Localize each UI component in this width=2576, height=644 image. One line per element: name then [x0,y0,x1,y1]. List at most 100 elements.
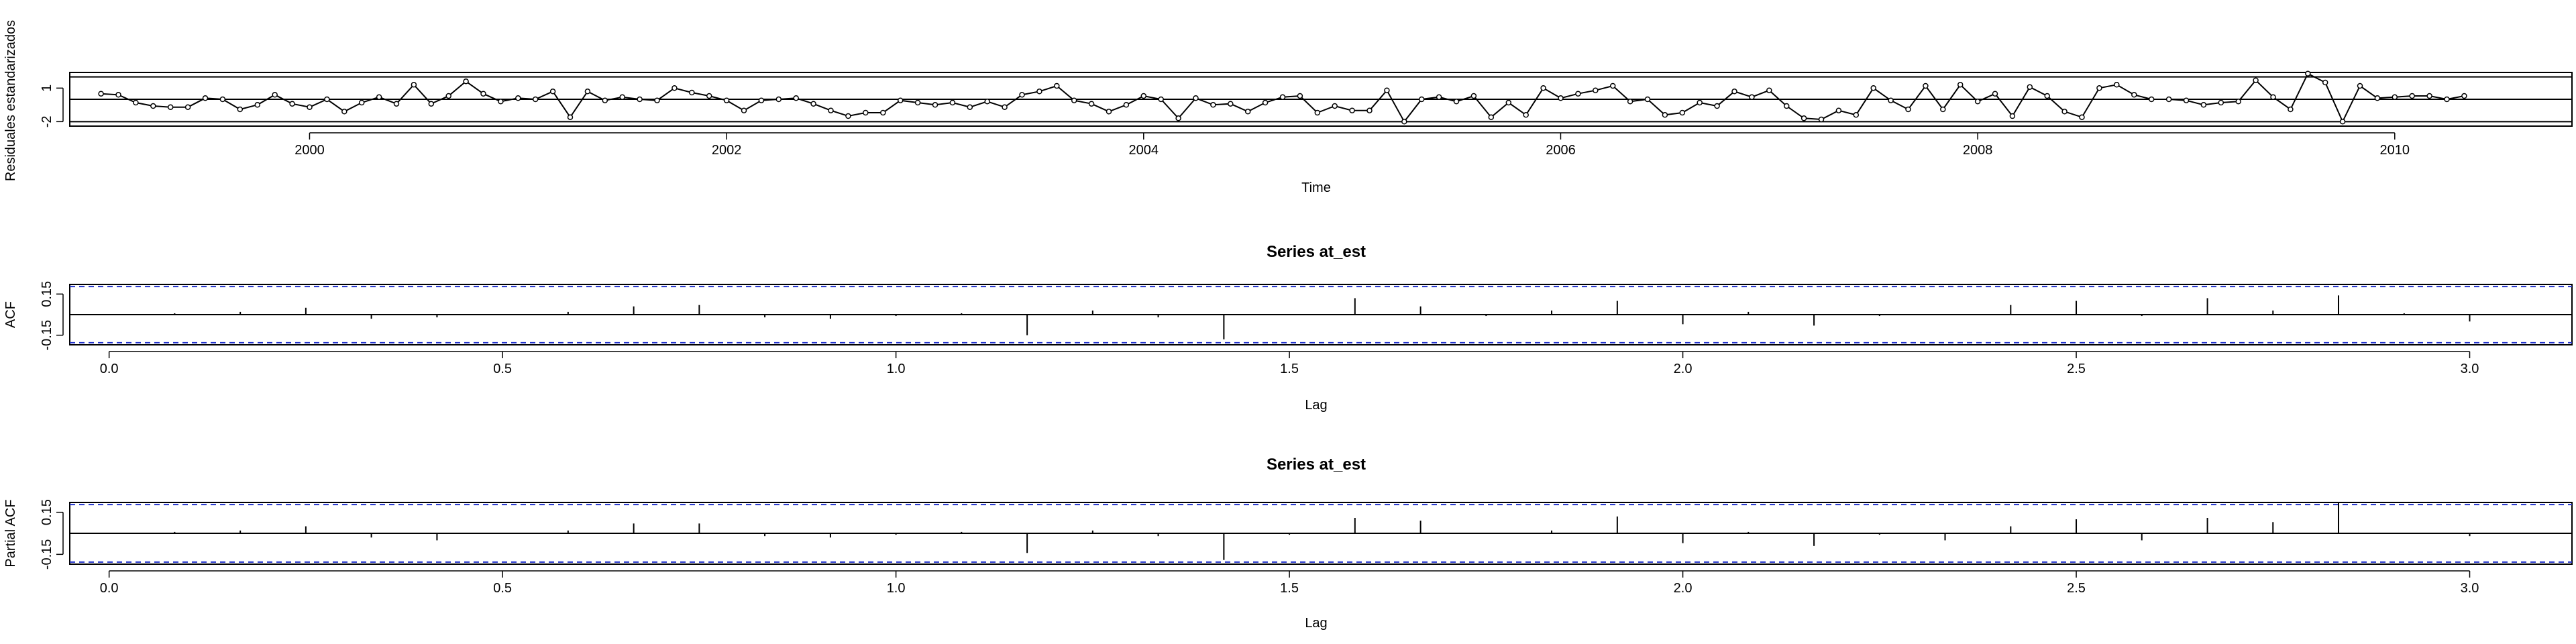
residuals-point [2322,79,2328,86]
residuals-point [567,114,574,120]
residuals-point [324,96,330,103]
pacf-x-tick-label: 1.0 [887,581,906,596]
residuals-point [672,85,678,91]
residuals-point [202,95,209,101]
acf-confidence-bounds [70,286,2572,343]
residuals-point [1401,119,1407,125]
residuals-point [184,104,191,110]
residuals-point [1019,92,1025,98]
residuals-point [1418,96,1425,103]
residuals-y-tick-label: 1 [40,85,54,92]
residuals-point [1627,99,1633,105]
residuals-point [828,107,834,113]
residuals-reference-lines [70,76,2572,123]
residuals-point [549,89,556,95]
residuals-point [2114,82,2120,88]
acf-bars [70,295,2572,339]
residuals-point [411,82,417,88]
residuals-point [1644,96,1651,103]
residuals-x-tick-label: 2004 [1129,143,1159,158]
pacf-y-axis-label: Partial ACF [3,499,18,567]
residuals-point [1210,102,1216,108]
residuals-point [602,97,608,103]
residuals-point [480,91,486,97]
residuals-point [1314,109,1321,116]
residuals-point [845,113,851,119]
residuals-point [272,92,278,98]
residuals-series [98,70,2467,125]
pacf-x-tick-label: 1.5 [1280,581,1299,596]
residuals-point [1609,83,1616,89]
acf-title: Series at_est [1267,243,1366,261]
residuals-x-tick-label: 2002 [712,143,742,158]
acf-y-tick-label: 0.15 [40,281,54,307]
residuals-point [1279,94,1286,100]
residuals-point [1106,109,1112,115]
residuals-point [2009,113,2016,119]
residuals-point [150,103,156,109]
acf-x-tick-label: 3.0 [2461,362,2479,376]
residuals-point [2409,93,2415,99]
acf-y-axis: 0.15 -0.15 [40,281,64,350]
residuals-point [1940,106,1946,113]
residuals-point [2374,95,2381,101]
residuals-point [237,106,244,113]
residuals-point [1262,99,1269,106]
residuals-point [1992,91,1998,97]
residuals-point [706,93,712,99]
residuals-point [1662,112,1668,118]
residuals-point [1366,107,1373,113]
pacf-x-axis: 0.0 0.5 1.0 1.5 2.0 2.5 3.0 [100,570,2479,596]
pacf-confidence-bounds [70,504,2572,563]
residuals-point [880,109,886,116]
residuals-point [984,99,990,105]
pacf-x-tick-label: 2.5 [2067,581,2086,596]
pacf-y-axis: 0.15 -0.15 [40,499,64,570]
residuals-point [393,101,400,107]
residuals-point [1540,85,1546,91]
residuals-point [1436,94,1442,100]
residuals-point [1453,99,1460,105]
residuals-point [1558,95,1564,101]
residuals-point [1905,106,1911,113]
residuals-point [428,101,435,107]
residuals-point [810,101,816,107]
residuals-point [863,109,869,116]
acf-x-axis-label: Lag [1305,398,1327,413]
residuals-point [1835,107,1842,113]
residuals-point [2165,96,2172,103]
residuals-y-tick-label: -2 [40,115,54,127]
residuals-x-axis: 2000 2002 2004 2006 2008 2010 [294,132,2410,158]
residuals-point [2392,94,2398,100]
acf-x-tick-label: 1.0 [887,362,906,376]
residuals-point [2183,97,2190,103]
residuals-point [1470,93,1477,99]
residuals-point [2061,109,2068,115]
residuals-point [2079,114,2085,120]
residuals-x-tick-label: 2010 [2380,143,2410,158]
residuals-point [1749,94,1755,100]
residuals-point [2461,93,2467,99]
residuals-point [1054,83,1060,89]
acf-x-tick-label: 2.0 [1674,362,1693,376]
residuals-point [1384,87,1390,93]
residuals-point [2218,99,2224,106]
residuals-point [341,109,347,115]
residuals-point [2270,94,2276,100]
residuals-point [289,101,295,107]
residuals-point [1244,109,1251,115]
residuals-point [1593,87,1599,93]
residuals-point [2288,106,2294,113]
residuals-point [463,78,469,85]
residuals-x-axis-label: Time [1301,180,1331,195]
acf-x-tick-label: 2.5 [2067,362,2086,376]
residuals-point [1523,112,1529,118]
residuals-point [1071,97,1077,103]
residuals-point [1228,101,1234,107]
residuals-point [115,92,121,98]
residuals-point [2096,85,2102,91]
residuals-point [723,97,730,103]
residuals-point [1088,101,1095,107]
residuals-point [1870,85,1876,91]
residuals-point [654,97,660,103]
